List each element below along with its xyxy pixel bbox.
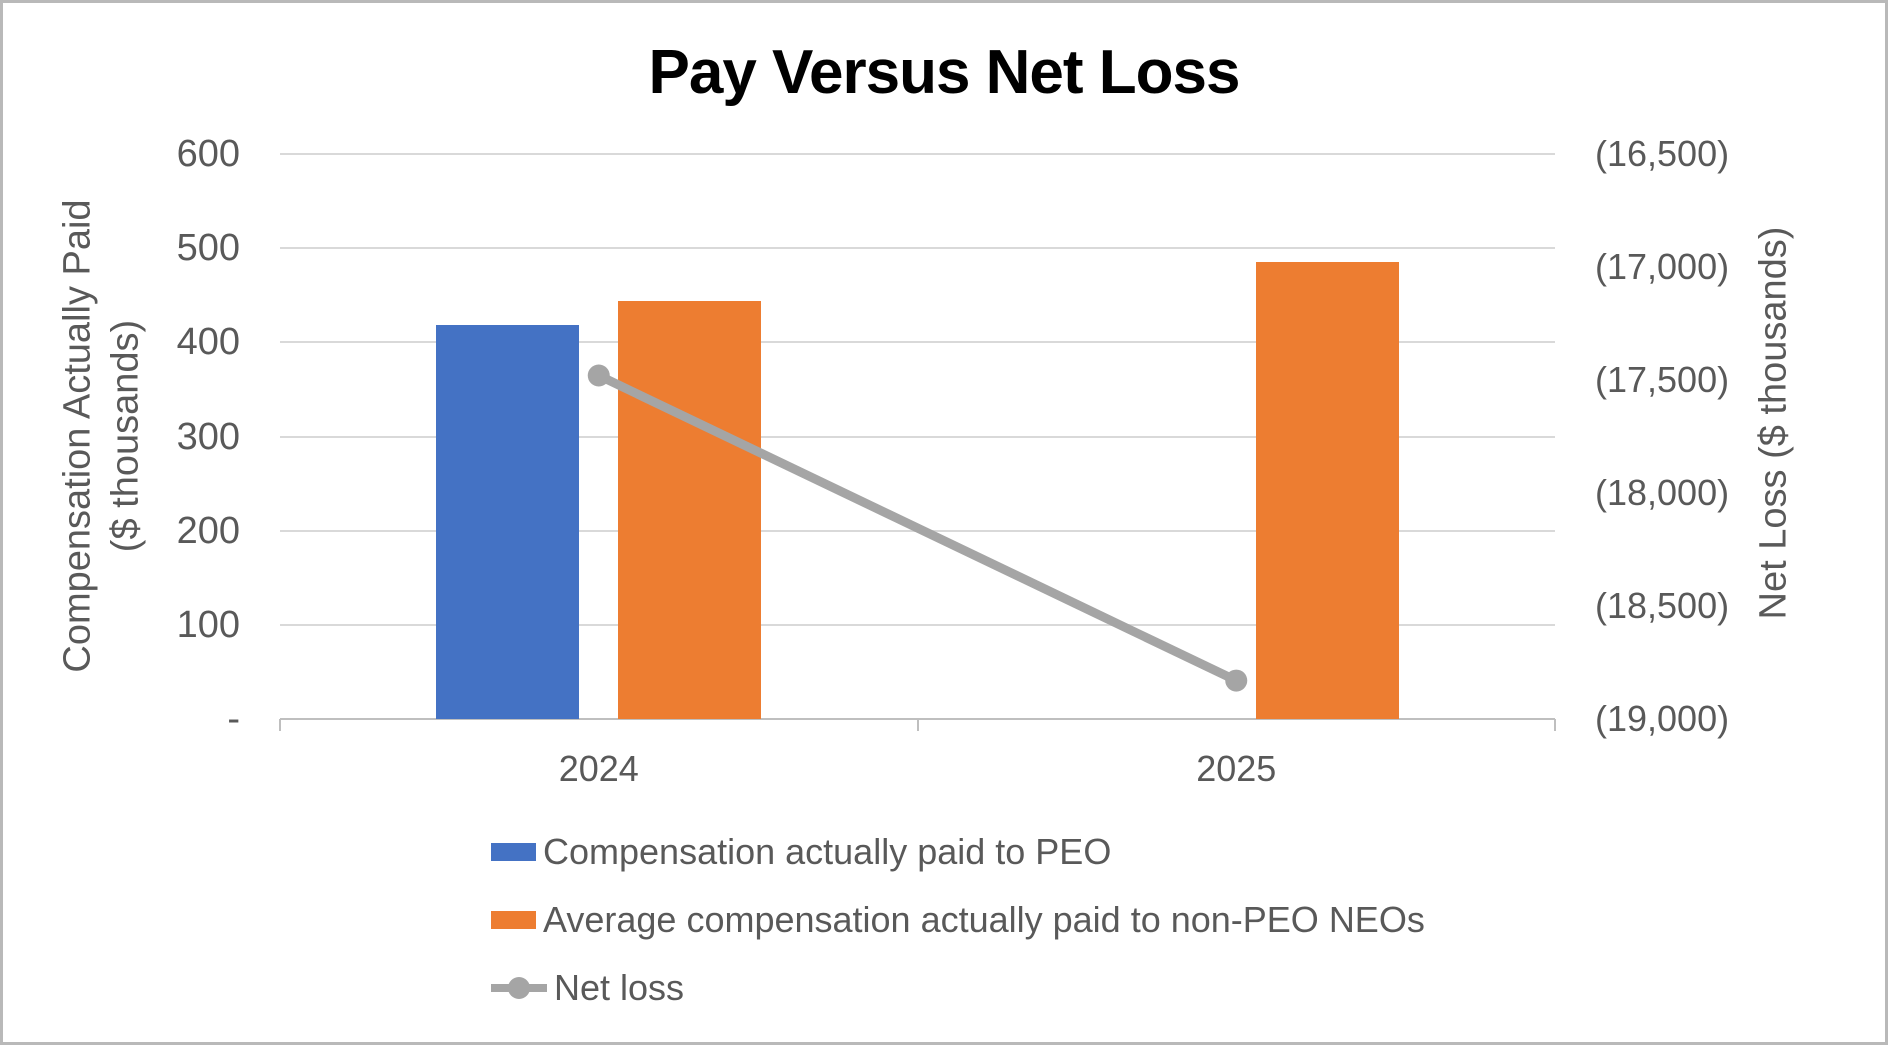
bar-series2-2024 (618, 300, 762, 719)
bar-series1-2024 (436, 325, 580, 719)
legend-item-2: Average compensation actually paid to no… (491, 886, 1425, 954)
left-axis-tick-label: 600 (176, 133, 240, 175)
x-axis-tick (279, 719, 281, 731)
x-axis-tick (1554, 719, 1556, 731)
gridline (280, 435, 1555, 438)
netloss-line-layer (587, 364, 1248, 692)
x-axis-tick (916, 719, 919, 731)
right-axis-tick-label: (17,000) (1595, 246, 1730, 287)
legend-item-3: Net loss (491, 954, 1425, 1022)
legend-label: Average compensation actually paid to no… (543, 899, 1425, 940)
right-axis-tick-label: (19,000) (1595, 698, 1730, 739)
plot-area (279, 153, 1556, 731)
netloss-marker (1225, 669, 1248, 692)
left-axis-title-line1: Compensation Actually Paid (56, 199, 99, 673)
chart-title: Pay Versus Net Loss (648, 38, 1241, 107)
left-axis-tick-label: 100 (176, 603, 240, 646)
left-axis-tick-label: 500 (176, 227, 240, 270)
bar-series2-2025 (1255, 262, 1399, 719)
legend-color-swatch (491, 911, 536, 929)
right-axis-tick-label: (18,000) (1595, 472, 1730, 513)
legend-label: Compensation actually paid to PEO (543, 831, 1112, 872)
legend-color-swatch (491, 843, 536, 861)
right-axis-tick-label: (18,500) (1595, 585, 1730, 626)
netloss-marker (587, 364, 610, 387)
legend-label: Net loss (554, 967, 685, 1008)
netloss-line (596, 371, 1239, 685)
category-label-2025: 2025 (1196, 748, 1277, 789)
legend-item-1: Compensation actually paid to PEO (491, 818, 1425, 886)
left-axis-tick-label: 300 (176, 415, 240, 458)
left-axis-tick-label: 200 (176, 509, 240, 552)
legend-line-marker-swatch (491, 976, 547, 1000)
left-axis-tick-label: 400 (176, 321, 240, 364)
category-label-2024: 2024 (558, 748, 639, 789)
legend: Compensation actually paid to PEO Average… (491, 818, 1425, 1022)
right-axis-tick-label: (17,500) (1595, 359, 1730, 400)
left-axis-tick-label: - (227, 698, 240, 740)
gridline (280, 153, 1555, 155)
gridline (280, 247, 1555, 250)
legend-line-dot (508, 977, 530, 999)
right-axis-tick-label: (16,500) (1595, 133, 1730, 174)
gridline (280, 341, 1555, 344)
gridline (280, 623, 1555, 626)
